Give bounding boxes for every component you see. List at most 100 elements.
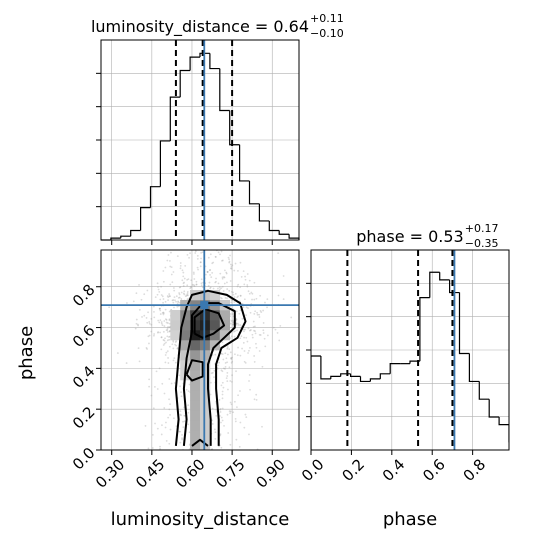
scatter-point — [255, 342, 257, 345]
scatter-point — [195, 283, 198, 286]
scatter-point — [221, 259, 224, 262]
scatter-point — [188, 431, 191, 434]
scatter-point — [178, 430, 181, 433]
scatter-point — [213, 369, 216, 372]
y-tick-label-0: 0.0 — [69, 444, 99, 474]
scatter-point — [228, 258, 230, 261]
density-square — [209, 290, 221, 301]
scatter-point — [138, 284, 140, 286]
scatter-point — [138, 308, 141, 311]
scatter-point — [177, 347, 179, 349]
scatter-point — [259, 309, 262, 312]
scatter-point — [173, 357, 176, 360]
phase-x-tick-label-4: 0.8 — [460, 455, 490, 485]
scatter-point — [180, 391, 182, 393]
scatter-point — [215, 277, 217, 280]
scatter-point — [229, 410, 232, 413]
scatter-point — [227, 432, 230, 434]
scatter-point — [243, 298, 246, 301]
scatter-point — [219, 408, 222, 410]
scatter-point — [229, 443, 232, 446]
scatter-point — [140, 298, 143, 301]
scatter-point — [159, 307, 161, 310]
scatter-point — [258, 333, 261, 336]
hist-bin-15 — [248, 180, 260, 205]
scatter-point — [228, 366, 231, 369]
scatter-point — [169, 414, 171, 416]
scatter-point — [153, 316, 156, 319]
scatter-point — [242, 328, 245, 331]
scatter-point — [168, 398, 170, 401]
scatter-point — [261, 425, 263, 428]
density-square — [209, 310, 221, 321]
hist-bin-15 — [458, 292, 470, 355]
scatter-point — [206, 271, 209, 273]
scatter-point — [220, 297, 223, 300]
scatter-point — [186, 294, 189, 296]
density-square — [190, 370, 201, 381]
scatter-point — [162, 311, 165, 314]
scatter-point — [162, 301, 165, 304]
scatter-point — [167, 416, 170, 419]
scatter-point — [166, 295, 169, 297]
scatter-point — [165, 341, 167, 344]
scatter-point — [151, 447, 154, 449]
scatter-point — [186, 290, 189, 293]
scatter-point — [253, 361, 256, 363]
scatter-point — [168, 310, 171, 313]
scatter-point — [222, 386, 225, 389]
scatter-point — [196, 257, 199, 260]
scatter-point — [164, 354, 167, 356]
scatter-point — [251, 298, 253, 301]
scatter-point — [157, 319, 160, 322]
scatter-point — [236, 322, 239, 325]
scatter-point — [208, 281, 211, 284]
scatter-point — [229, 263, 232, 266]
scatter-point — [243, 336, 245, 339]
scatter-point — [237, 269, 239, 272]
density-square — [180, 340, 191, 351]
scatter-point — [158, 307, 161, 310]
hist-bin-17 — [268, 220, 280, 232]
scatter-point — [253, 329, 255, 332]
scatter-point — [264, 301, 266, 304]
ld-hist-title: luminosity_distance = 0.64 — [91, 17, 309, 37]
scatter-point — [239, 261, 242, 264]
x-axis-label-luminosity-distance: luminosity_distance — [111, 509, 290, 530]
scatter-point — [196, 254, 199, 257]
scatter-point — [169, 428, 172, 431]
scatter-point — [249, 329, 252, 331]
phase-x-tick-label-1: 0.2 — [338, 455, 368, 485]
scatter-point — [239, 294, 242, 297]
scatter-point — [232, 411, 235, 414]
hist-bin-0 — [311, 355, 321, 450]
scatter-point — [229, 380, 232, 382]
scatter-point — [262, 309, 265, 312]
scatter-point — [232, 319, 234, 322]
scatter-point — [249, 346, 251, 349]
scatter-point — [168, 338, 171, 341]
scatter-point — [259, 294, 262, 297]
scatter-point — [248, 292, 251, 295]
scatter-point — [256, 311, 259, 314]
scatter-point — [250, 291, 253, 294]
scatter-point — [219, 408, 221, 411]
scatter-point — [155, 370, 158, 373]
scatter-point — [262, 329, 265, 332]
scatter-point — [201, 286, 204, 289]
scatter-point — [174, 299, 176, 302]
scatter-point — [200, 251, 202, 254]
scatter-point — [243, 330, 245, 333]
scatter-point — [182, 292, 185, 295]
scatter-point — [218, 361, 220, 364]
scatter-point — [230, 357, 232, 360]
scatter-point — [233, 269, 236, 272]
contour-3 — [185, 359, 204, 382]
scatter-point — [244, 278, 247, 281]
scatter-point — [157, 331, 159, 334]
scatter-point — [225, 377, 228, 380]
scatter-point — [231, 313, 234, 315]
scatter-point — [218, 286, 221, 288]
density-square — [190, 340, 201, 351]
scatter-point — [178, 292, 181, 294]
